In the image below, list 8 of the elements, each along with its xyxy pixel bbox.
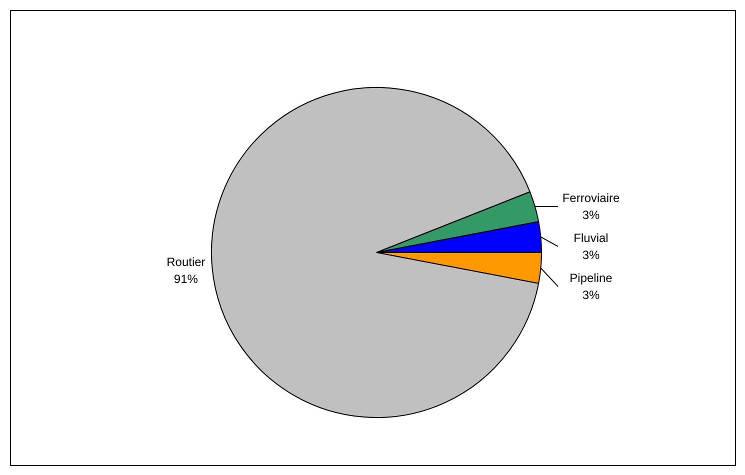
slice-label: Routier [166, 255, 206, 270]
slice-label: Ferroviaire [562, 191, 620, 206]
slice-label: Pipeline [570, 271, 613, 286]
data-label: 91% [174, 272, 198, 286]
data-label: 3% [582, 208, 600, 222]
data-label: 3% [582, 288, 600, 302]
data-label: 3% [582, 248, 600, 262]
legend-label: Fluvial [574, 231, 608, 246]
